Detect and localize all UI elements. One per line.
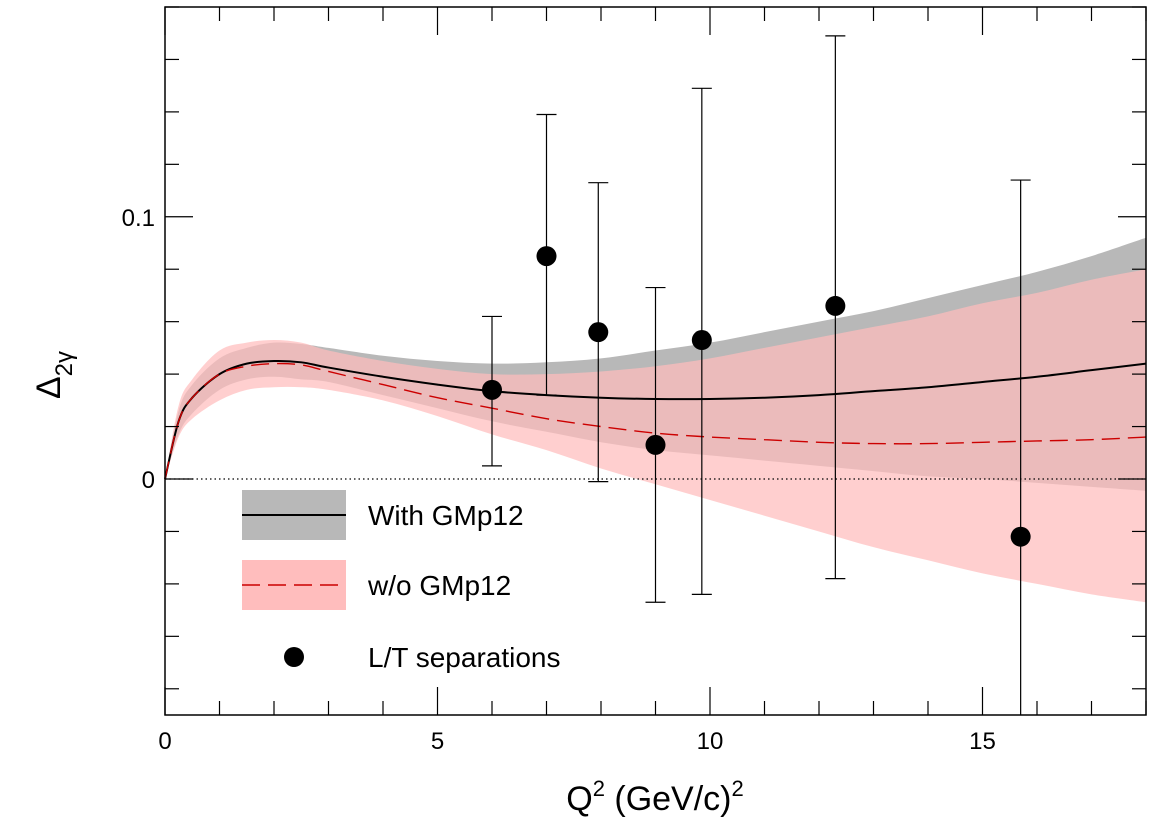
- points-layer: [482, 246, 1031, 547]
- legend-label: w/o GMp12: [367, 570, 511, 601]
- x-tick-label: 5: [431, 728, 444, 755]
- data-point: [825, 295, 846, 316]
- data-point: [482, 379, 502, 400]
- data-point: [588, 322, 609, 343]
- legend: With GMp12 w/o GMp12 L/T separations: [242, 490, 561, 673]
- data-point: [1010, 526, 1031, 547]
- data-point: [536, 246, 557, 267]
- y-axis-title: Δ2γ: [30, 351, 78, 399]
- tick-labels-layer: 0 5 10 15 0 0.1: [122, 205, 996, 755]
- legend-label: With GMp12: [368, 500, 524, 531]
- x-tick-label: 15: [969, 728, 996, 755]
- data-point: [645, 434, 666, 455]
- legend-swatch-marker: [284, 647, 304, 667]
- curve-without-gmp12: [164, 362, 1147, 480]
- x-tick-label: 10: [697, 728, 724, 755]
- ticks-layer: [164, 6, 1147, 715]
- x-tick-label: 0: [158, 728, 171, 755]
- data-point: [691, 330, 712, 351]
- legend-label: L/T separations: [368, 642, 561, 673]
- y-tick-label: 0: [142, 467, 155, 494]
- x-axis-title: Q2 (GeV/c)2: [566, 776, 744, 818]
- y-tick-label: 0.1: [122, 205, 155, 232]
